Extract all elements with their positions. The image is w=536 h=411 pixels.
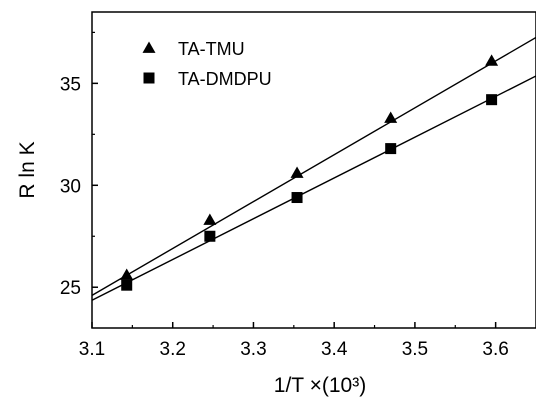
- data-point-ta-dmdpu: [486, 94, 498, 106]
- ticks-layer: 3.1 3.2 3.3 3.4 3.5 3.6 25 30 35: [60, 31, 509, 360]
- data-points-layer: [120, 54, 499, 291]
- data-point-ta-tmu: [120, 268, 134, 280]
- data-point-ta-dmdpu: [291, 192, 303, 204]
- data-point-ta-dmdpu: [385, 143, 397, 155]
- x-tick-label: 3.3: [240, 339, 266, 360]
- data-point-ta-tmu: [485, 54, 499, 66]
- legend: TA-TMU TA-DMDPU: [142, 39, 272, 89]
- y-tick-label: 30: [60, 176, 81, 197]
- plot-frame: [91, 11, 536, 329]
- legend-marker-ta-tmu: [142, 41, 156, 53]
- data-point-ta-tmu: [203, 213, 217, 225]
- x-tick-label: 3.6: [482, 339, 508, 360]
- x-tick-label: 3.4: [321, 339, 348, 360]
- x-tick-label: 3.1: [79, 339, 105, 360]
- x-tick-label: 3.5: [402, 339, 428, 360]
- data-point-ta-tmu: [290, 166, 304, 178]
- y-tick-label: 25: [60, 278, 81, 299]
- legend-label-ta-dmdpu: TA-DMDPU: [178, 69, 272, 89]
- x-tick-label: 3.2: [160, 339, 186, 360]
- data-point-ta-dmdpu: [204, 230, 216, 242]
- fit-lines-layer: [91, 36, 536, 301]
- fit-line-ta-tmu: [91, 36, 536, 296]
- legend-marker-ta-dmdpu: [143, 72, 155, 84]
- y-tick-label: 35: [60, 74, 81, 95]
- fit-line-ta-dmdpu: [91, 75, 536, 301]
- y-axis-title: R ln K: [16, 141, 39, 198]
- data-point-ta-dmdpu: [121, 279, 133, 291]
- legend-label-ta-tmu: TA-TMU: [178, 39, 245, 59]
- x-axis-title: 1/T ×(10³): [274, 374, 366, 397]
- data-point-ta-tmu: [384, 111, 398, 123]
